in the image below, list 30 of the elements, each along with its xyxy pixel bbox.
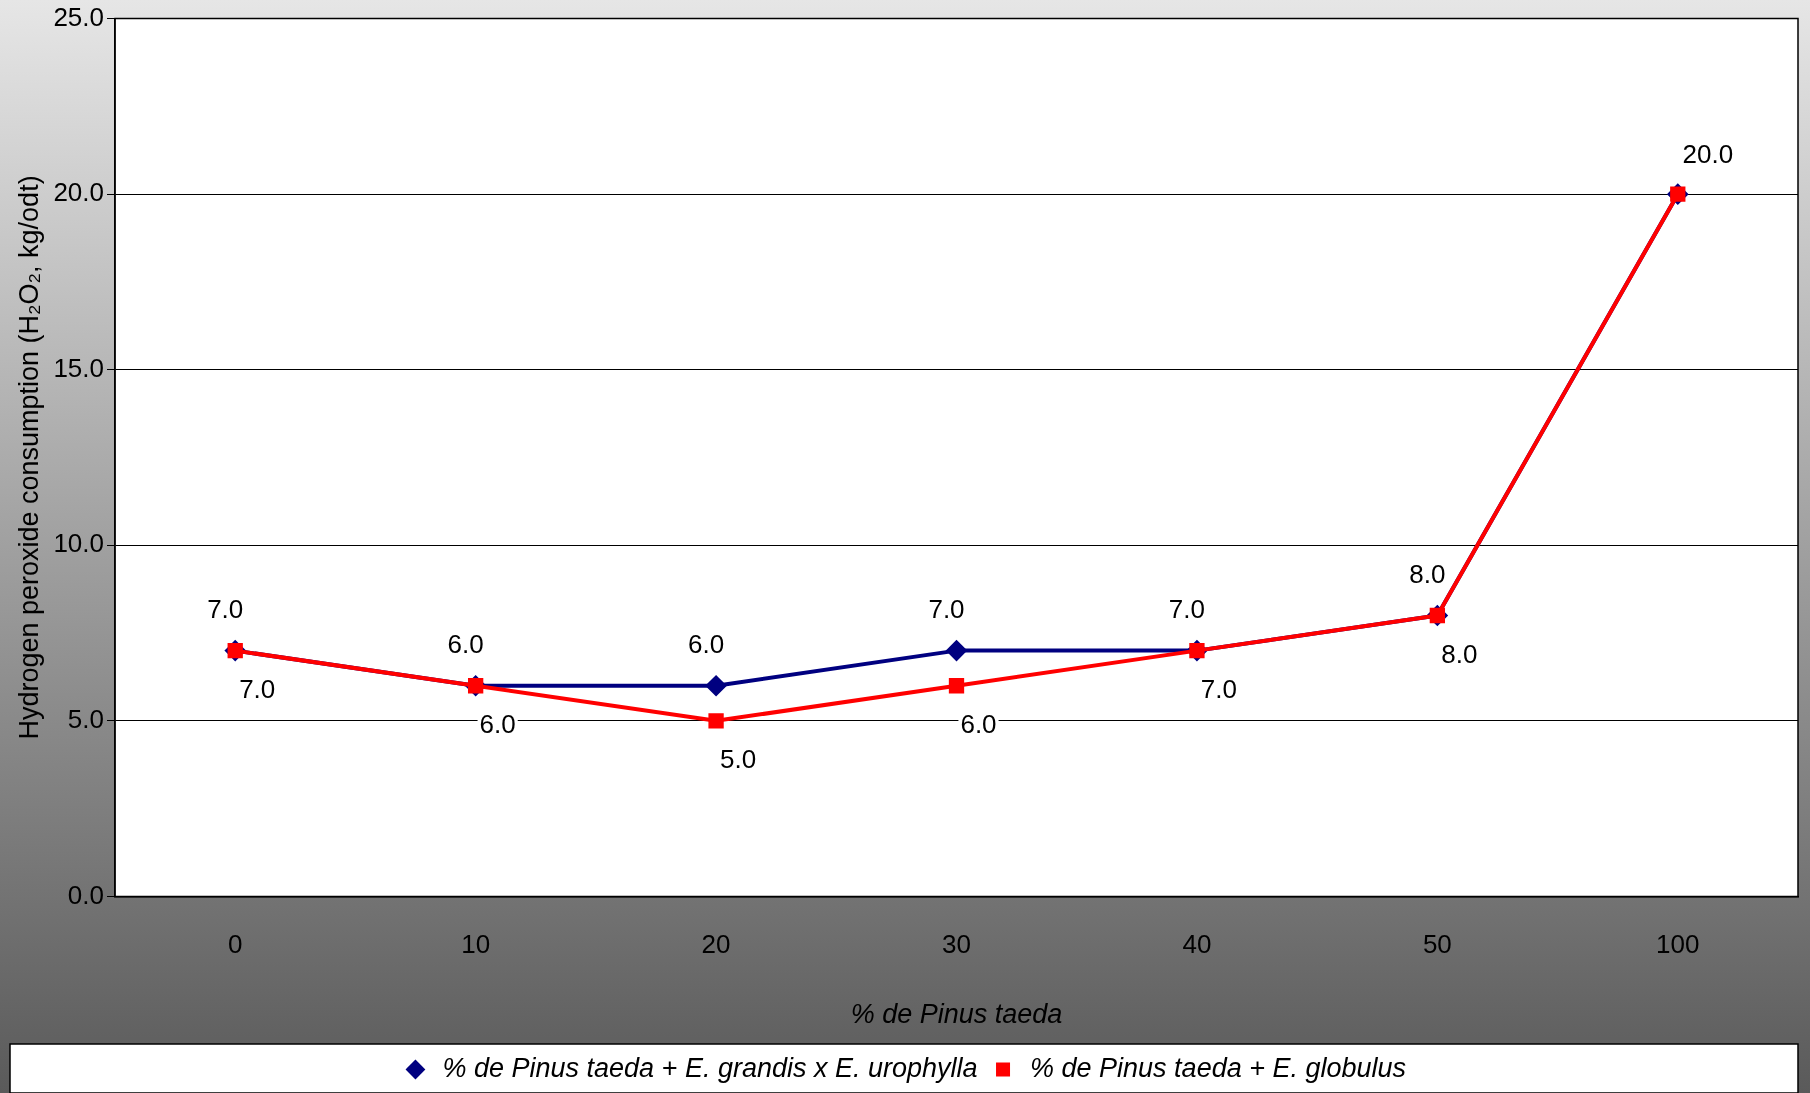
x-tick-label: 10 — [461, 929, 491, 960]
x-tick-label: 30 — [942, 929, 971, 960]
data-label: 7.0 — [928, 593, 965, 624]
y-tick-label: 5.0 — [67, 704, 104, 735]
data-label: 8.0 — [1441, 638, 1478, 669]
data-label: 6.0 — [479, 708, 516, 739]
data-label: 20.0 — [1682, 139, 1734, 170]
data-label: 7.0 — [207, 593, 244, 624]
x-tick-label: 50 — [1422, 929, 1452, 960]
data-label: 5.0 — [720, 744, 757, 775]
data-label: 8.0 — [1409, 558, 1446, 589]
data-label: 7.0 — [239, 673, 276, 704]
data-label: 6.0 — [688, 628, 725, 659]
y-tick-label: 15.0 — [53, 352, 104, 383]
data-label: 7.0 — [1168, 593, 1206, 624]
y-tick-label: 10.0 — [53, 528, 104, 559]
legend-label: % de Pinus taeda + E. grandis x E. urophylla — [442, 1053, 978, 1084]
x-axis-title: % de Pinus taeda — [850, 999, 1063, 1030]
y-tick-label: 25.0 — [53, 1, 104, 32]
data-label: 6.0 — [447, 628, 484, 659]
data-label: 7.0 — [1200, 673, 1238, 704]
x-tick-label: 40 — [1182, 929, 1212, 960]
x-tick-label: 100 — [1656, 929, 1700, 960]
legend-label: % de Pinus taeda + E. globulus — [1030, 1053, 1407, 1084]
y-axis-title: Hydrogen peroxide consumption (H₂O₂, kg/odt) — [13, 175, 44, 740]
y-tick-label: 20.0 — [53, 177, 104, 208]
data-label: 6.0 — [960, 708, 997, 739]
x-tick-label: 0 — [227, 929, 243, 960]
x-tick-label: 20 — [701, 929, 731, 960]
y-tick-label: 0.0 — [67, 879, 104, 910]
